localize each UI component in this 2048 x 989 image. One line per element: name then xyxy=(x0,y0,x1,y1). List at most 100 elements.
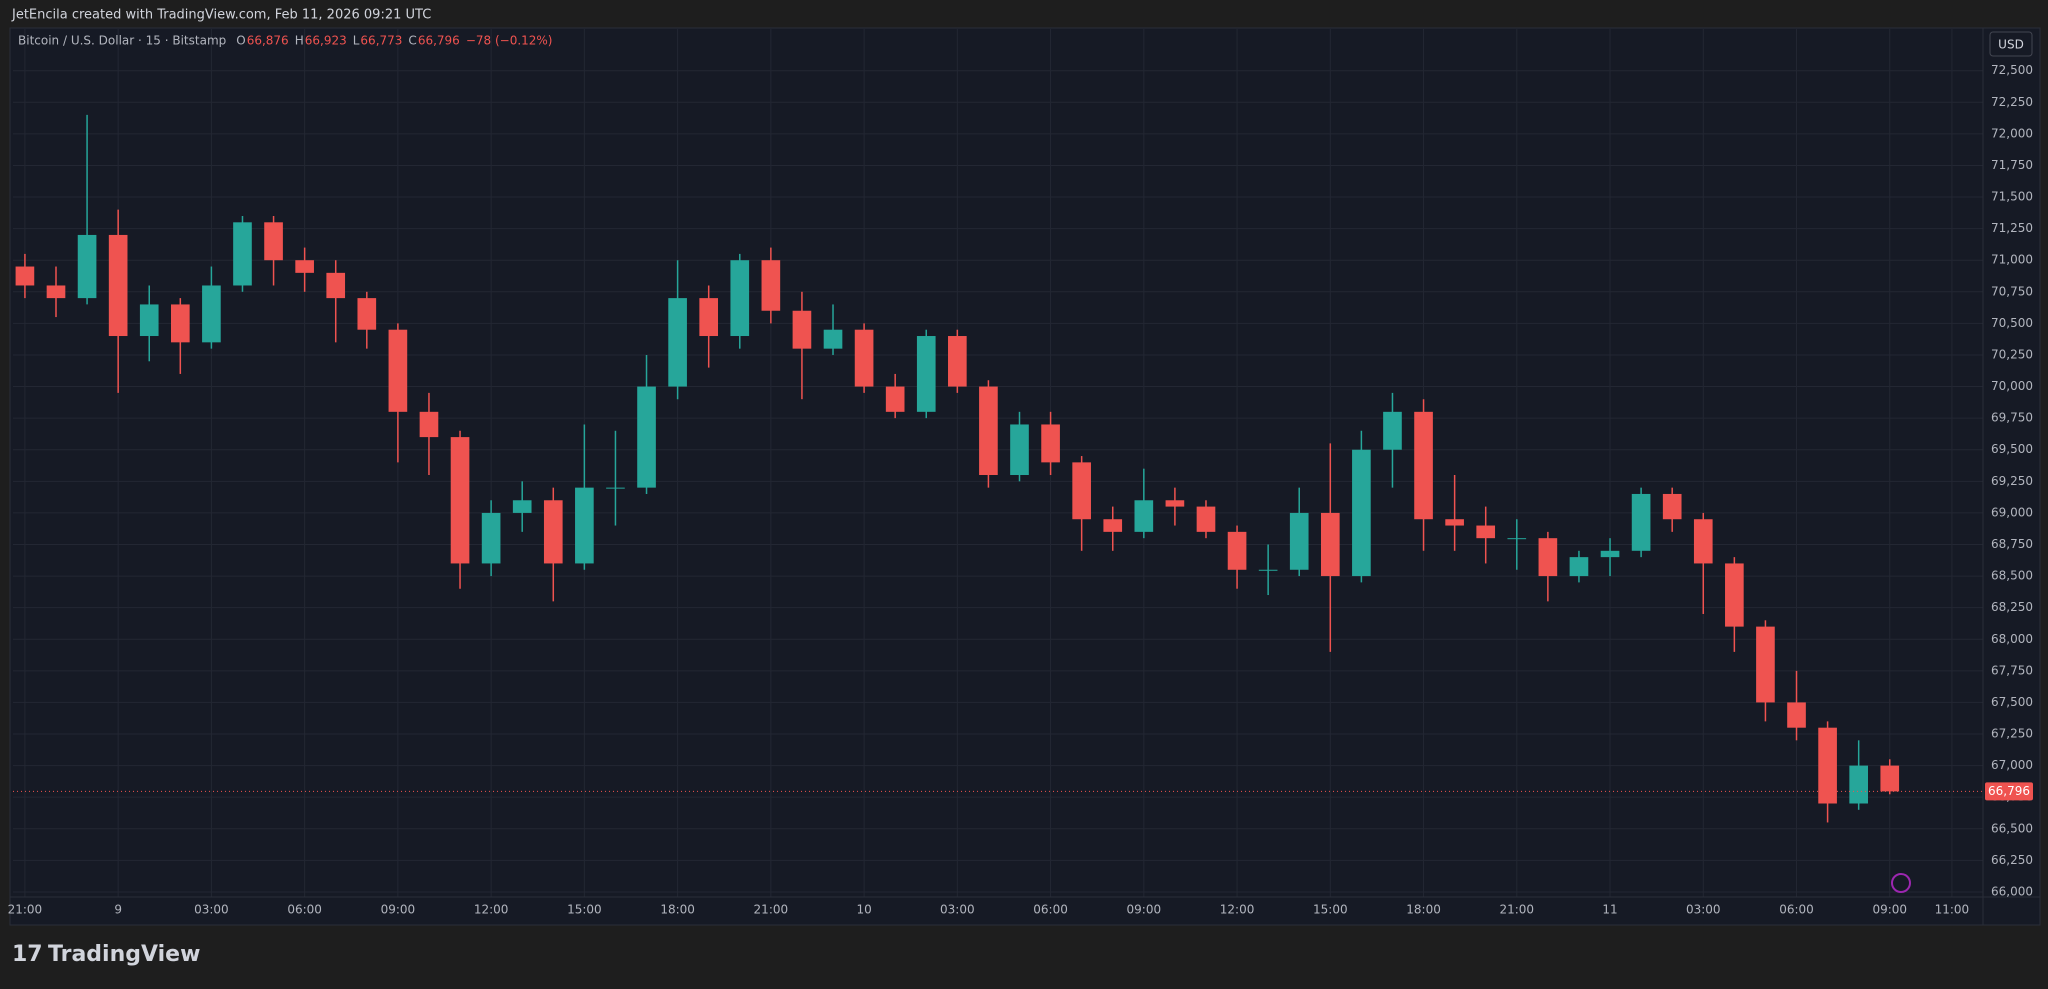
x-tick-label: 18:00 xyxy=(1406,903,1441,917)
x-tick-label: 10 xyxy=(856,903,871,917)
legend-l-key: L xyxy=(353,34,360,48)
x-tick-label: 12:00 xyxy=(1220,903,1255,917)
candle-body xyxy=(637,386,656,488)
brand-mark: 𝟭𝟳 xyxy=(12,942,43,967)
legend-l: 66,773 xyxy=(360,34,402,48)
y-tick-label: 71,750 xyxy=(1991,158,2033,172)
currency: USD xyxy=(1998,38,2024,52)
x-tick-label: 18:00 xyxy=(660,903,695,917)
x-tick-label: 21:00 xyxy=(8,903,43,917)
y-tick-label: 66,250 xyxy=(1991,853,2033,867)
currency-button[interactable] xyxy=(1989,31,2033,57)
candle-body xyxy=(1693,519,1713,564)
y-tick-label: 68,500 xyxy=(1991,569,2033,583)
candle-body xyxy=(543,500,563,564)
candle-body xyxy=(948,336,967,387)
legend-h-key: H xyxy=(295,34,304,48)
alert-icon[interactable] xyxy=(1891,873,1911,893)
x-tick-label: 06:00 xyxy=(287,903,322,917)
symbol: Bitcoin / U.S. Dollar · 15 · Bitstamp xyxy=(18,34,226,48)
candle-body xyxy=(1414,411,1433,520)
candle-body xyxy=(730,260,750,337)
y-tick-label: 70,000 xyxy=(1991,379,2033,393)
candle-body xyxy=(823,329,843,349)
candle-body xyxy=(1880,765,1900,792)
candle-body xyxy=(1569,557,1589,577)
attribution: JetEncila created with TradingView.com, … xyxy=(11,8,431,23)
candle-body xyxy=(326,272,346,299)
candle-body xyxy=(233,222,252,286)
y-tick-label: 72,000 xyxy=(1991,126,2033,140)
brand-name: TradingView xyxy=(48,942,200,967)
y-tick-label: 67,000 xyxy=(1991,758,2033,772)
candle-body xyxy=(1445,519,1464,526)
candle-body xyxy=(1476,525,1496,539)
candle-body xyxy=(139,304,159,337)
candle-body xyxy=(77,234,97,299)
candle-body xyxy=(419,411,439,438)
candle-body xyxy=(1289,512,1309,570)
y-tick-label: 67,250 xyxy=(1991,727,2033,741)
candle-body xyxy=(1538,538,1558,577)
candle-body xyxy=(1818,727,1837,804)
y-tick-label: 69,250 xyxy=(1991,474,2033,488)
y-tick-label: 69,750 xyxy=(1991,411,2033,425)
x-tick-label: 09:00 xyxy=(1872,903,1907,917)
last-price-box xyxy=(1985,782,2033,801)
y-tick-label: 67,750 xyxy=(1991,663,2033,677)
y-tick-label: 69,000 xyxy=(1991,505,2033,519)
candle-body xyxy=(885,386,905,412)
x-tick-label: 12:00 xyxy=(474,903,509,917)
candle-body xyxy=(1600,550,1620,558)
x-tick-label: 03:00 xyxy=(940,903,975,917)
candle-body xyxy=(46,285,66,299)
y-tick-label: 68,250 xyxy=(1991,600,2033,614)
candle-body xyxy=(575,487,594,564)
y-tick-label: 71,500 xyxy=(1991,190,2033,204)
candle-body xyxy=(1725,563,1744,627)
y-tick-label: 70,250 xyxy=(1991,347,2033,361)
candle-body xyxy=(1787,702,1806,728)
brand: 𝟭𝟳 TradingView xyxy=(12,942,200,967)
candle-body xyxy=(1258,569,1278,571)
x-tick-label: 21:00 xyxy=(1499,903,1534,917)
candle-body xyxy=(1134,500,1154,532)
y-tick-label: 71,000 xyxy=(1991,253,2033,267)
candle-body xyxy=(1662,493,1682,520)
candle-body xyxy=(1756,626,1775,703)
candle-body xyxy=(108,234,128,337)
candle-body xyxy=(606,487,625,489)
y-tick-label: 67,500 xyxy=(1991,695,2033,709)
x-tick-label: 21:00 xyxy=(754,903,789,917)
candle-body xyxy=(388,329,408,412)
y-tick-label: 72,500 xyxy=(1991,63,2033,77)
y-tick-label: 71,250 xyxy=(1991,221,2033,235)
legend-h: 66,923 xyxy=(305,34,347,48)
x-tick-label: 06:00 xyxy=(1779,903,1814,917)
candle-body xyxy=(1072,462,1091,520)
plot xyxy=(13,29,1983,897)
candle-body xyxy=(15,266,35,286)
x-tick-label: 03:00 xyxy=(1686,903,1721,917)
candle-body xyxy=(450,437,470,564)
x-tick-label: 11 xyxy=(1602,903,1617,917)
candle-body xyxy=(1227,531,1247,570)
candle-body xyxy=(979,386,998,476)
candle-body xyxy=(699,298,719,337)
legend-o: 66,876 xyxy=(247,34,289,48)
last-price-label: 66,796 xyxy=(1988,784,2030,798)
y-tick-label: 69,500 xyxy=(1991,442,2033,456)
y-tick-label: 68,750 xyxy=(1991,537,2033,551)
candle-body xyxy=(481,512,501,564)
candle-body xyxy=(1196,506,1216,532)
x-tick-label: 06:00 xyxy=(1033,903,1068,917)
x-tick-label: 11:00 xyxy=(1935,903,1970,917)
x-tick-label: 09:00 xyxy=(1127,903,1162,917)
y-tick-label: 66,000 xyxy=(1991,884,2033,898)
y-tick-label: 72,250 xyxy=(1991,95,2033,109)
candle-body xyxy=(916,336,936,412)
candle-body xyxy=(512,500,532,513)
candle-body xyxy=(1631,493,1651,551)
